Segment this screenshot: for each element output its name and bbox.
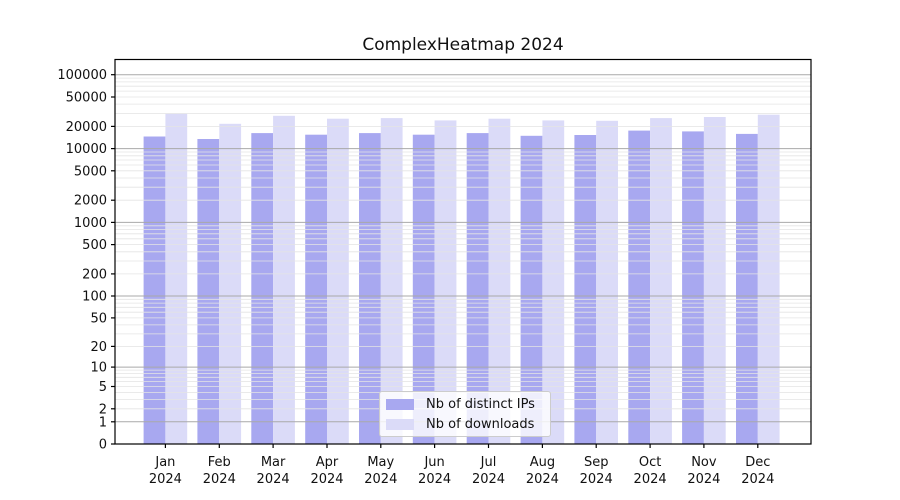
legend-item-distinct-ips: Nb of distinct IPs [386, 397, 544, 412]
bar-distinct-ips-0 [143, 136, 166, 444]
bar-distinct-ips-1 [197, 139, 220, 444]
bar-distinct-ips-9 [628, 130, 651, 444]
y-tick-label: 10 [90, 361, 107, 376]
bar-distinct-ips-4 [359, 133, 381, 444]
x-tick-label-year: 2024 [257, 472, 290, 487]
y-tick-label: 10000 [66, 142, 107, 157]
y-tick-label: 20 [90, 340, 107, 355]
x-tick-label-year: 2024 [634, 472, 667, 487]
x-tick-label-year: 2024 [741, 472, 774, 487]
bar-distinct-ips-3 [305, 134, 327, 444]
x-tick-label-month: Nov [691, 455, 717, 470]
bar-distinct-ips-10 [682, 131, 704, 444]
x-tick-label-month: Dec [745, 455, 770, 470]
y-tick-label: 5 [99, 380, 107, 395]
x-tick-label-month: Apr [316, 455, 339, 470]
legend-label-downloads: Nb of downloads [426, 416, 535, 432]
legend: Nb of distinct IPs Nb of downloads [379, 391, 551, 437]
bar-downloads-8 [596, 120, 618, 445]
y-tick-label: 50 [90, 311, 107, 326]
x-tick-label-month: Mar [261, 455, 286, 470]
bar-downloads-2 [273, 115, 295, 445]
y-tick-label: 200 [82, 267, 107, 282]
bar-downloads-3 [327, 118, 349, 444]
y-tick-label: 20000 [66, 120, 107, 135]
x-tick-label-month: May [367, 455, 394, 470]
bar-downloads-9 [650, 118, 672, 444]
x-tick-label-year: 2024 [580, 472, 613, 487]
x-tick-label-year: 2024 [149, 472, 182, 487]
x-tick-label-month: Oct [639, 455, 661, 470]
y-tick-label: 1000 [74, 216, 107, 231]
y-tick-label: 100000 [57, 68, 107, 83]
legend-swatch-distinct-ips [386, 398, 414, 410]
bar-distinct-ips-8 [574, 135, 597, 444]
x-tick-label-month: Aug [530, 455, 555, 470]
y-tick-label: 2 [99, 402, 107, 417]
x-tick-label-year: 2024 [472, 472, 505, 487]
x-tick-label-month: Jul [480, 455, 497, 470]
x-tick-label-month: Jun [423, 455, 444, 470]
y-tick-label: 5000 [74, 164, 107, 179]
y-tick-label: 50000 [66, 91, 107, 106]
x-tick-label-year: 2024 [526, 472, 559, 487]
x-tick-label-year: 2024 [418, 472, 451, 487]
y-tick-label: 2000 [74, 194, 107, 209]
x-tick-label-month: Jan [154, 455, 175, 470]
bar-downloads-7 [542, 120, 565, 445]
x-tick-label-month: Feb [208, 455, 231, 470]
legend-label-distinct-ips: Nb of distinct IPs [426, 396, 535, 412]
bar-downloads-0 [165, 113, 188, 445]
x-tick-label-month: Sep [584, 455, 609, 470]
legend-swatch-downloads [386, 418, 414, 430]
x-tick-label-year: 2024 [687, 472, 720, 487]
bar-distinct-ips-6 [466, 133, 489, 444]
bar-downloads-10 [703, 117, 726, 444]
y-tick-label: 100 [82, 290, 107, 305]
bar-downloads-5 [434, 120, 457, 445]
x-tick-label-year: 2024 [310, 472, 343, 487]
bar-downloads-4 [380, 118, 403, 444]
bar-downloads-11 [757, 114, 780, 444]
plot-border [114, 58, 812, 445]
y-tick-label: 0 [99, 438, 107, 453]
chart-title: ComplexHeatmap 2024 [362, 35, 564, 55]
x-tick-label-year: 2024 [364, 472, 397, 487]
legend-item-downloads: Nb of downloads [386, 417, 544, 432]
bar-downloads-1 [219, 123, 242, 445]
y-tick-label: 1 [99, 415, 107, 430]
y-tick-label: 500 [82, 238, 107, 253]
bar-distinct-ips-11 [736, 133, 758, 444]
bar-distinct-ips-2 [251, 133, 274, 444]
x-tick-label-year: 2024 [203, 472, 236, 487]
